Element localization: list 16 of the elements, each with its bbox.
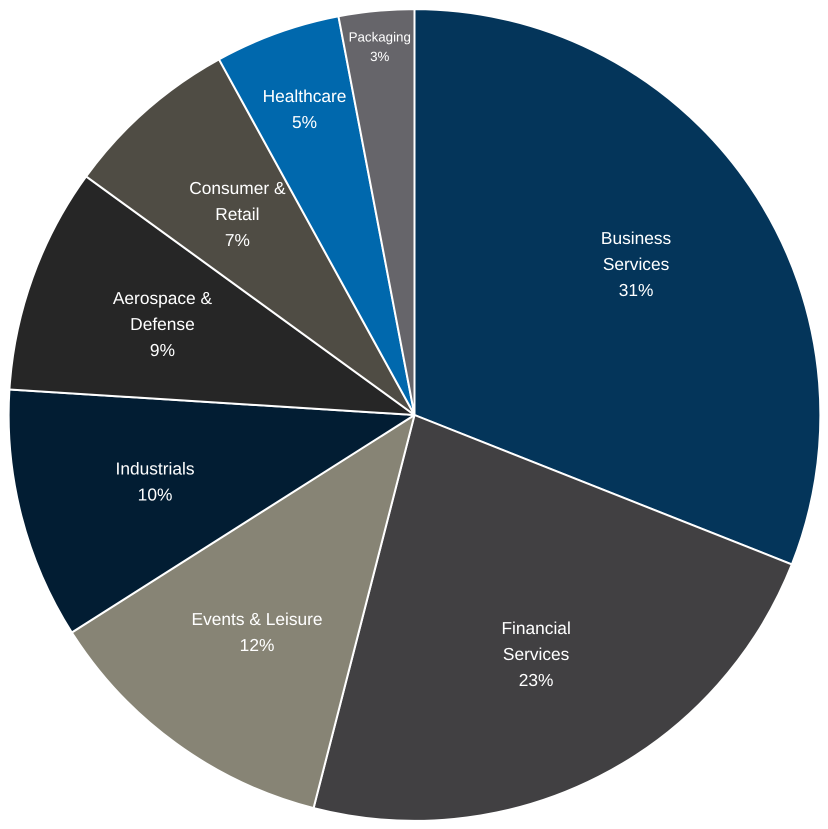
data-label: 12%: [240, 634, 274, 655]
slice-label: Events & Leisure: [192, 608, 323, 629]
slice-label: Industrials: [116, 458, 195, 479]
slice-label: Financial Services: [501, 618, 571, 664]
data-label: 3%: [370, 49, 390, 64]
data-label: 9%: [150, 340, 175, 360]
slice-label: Healthcare: [262, 86, 346, 106]
slice-label: Business Services: [600, 228, 672, 274]
slice-label: Packaging: [348, 30, 411, 45]
data-label: 10%: [138, 484, 172, 505]
data-label: 5%: [292, 112, 318, 132]
data-label: 23%: [518, 670, 554, 690]
data-label: 7%: [224, 230, 250, 250]
slice-label: Aerospace & Defense: [112, 288, 213, 334]
data-label: 31%: [618, 280, 654, 300]
slice-label: Consumer & Retail: [189, 178, 286, 224]
